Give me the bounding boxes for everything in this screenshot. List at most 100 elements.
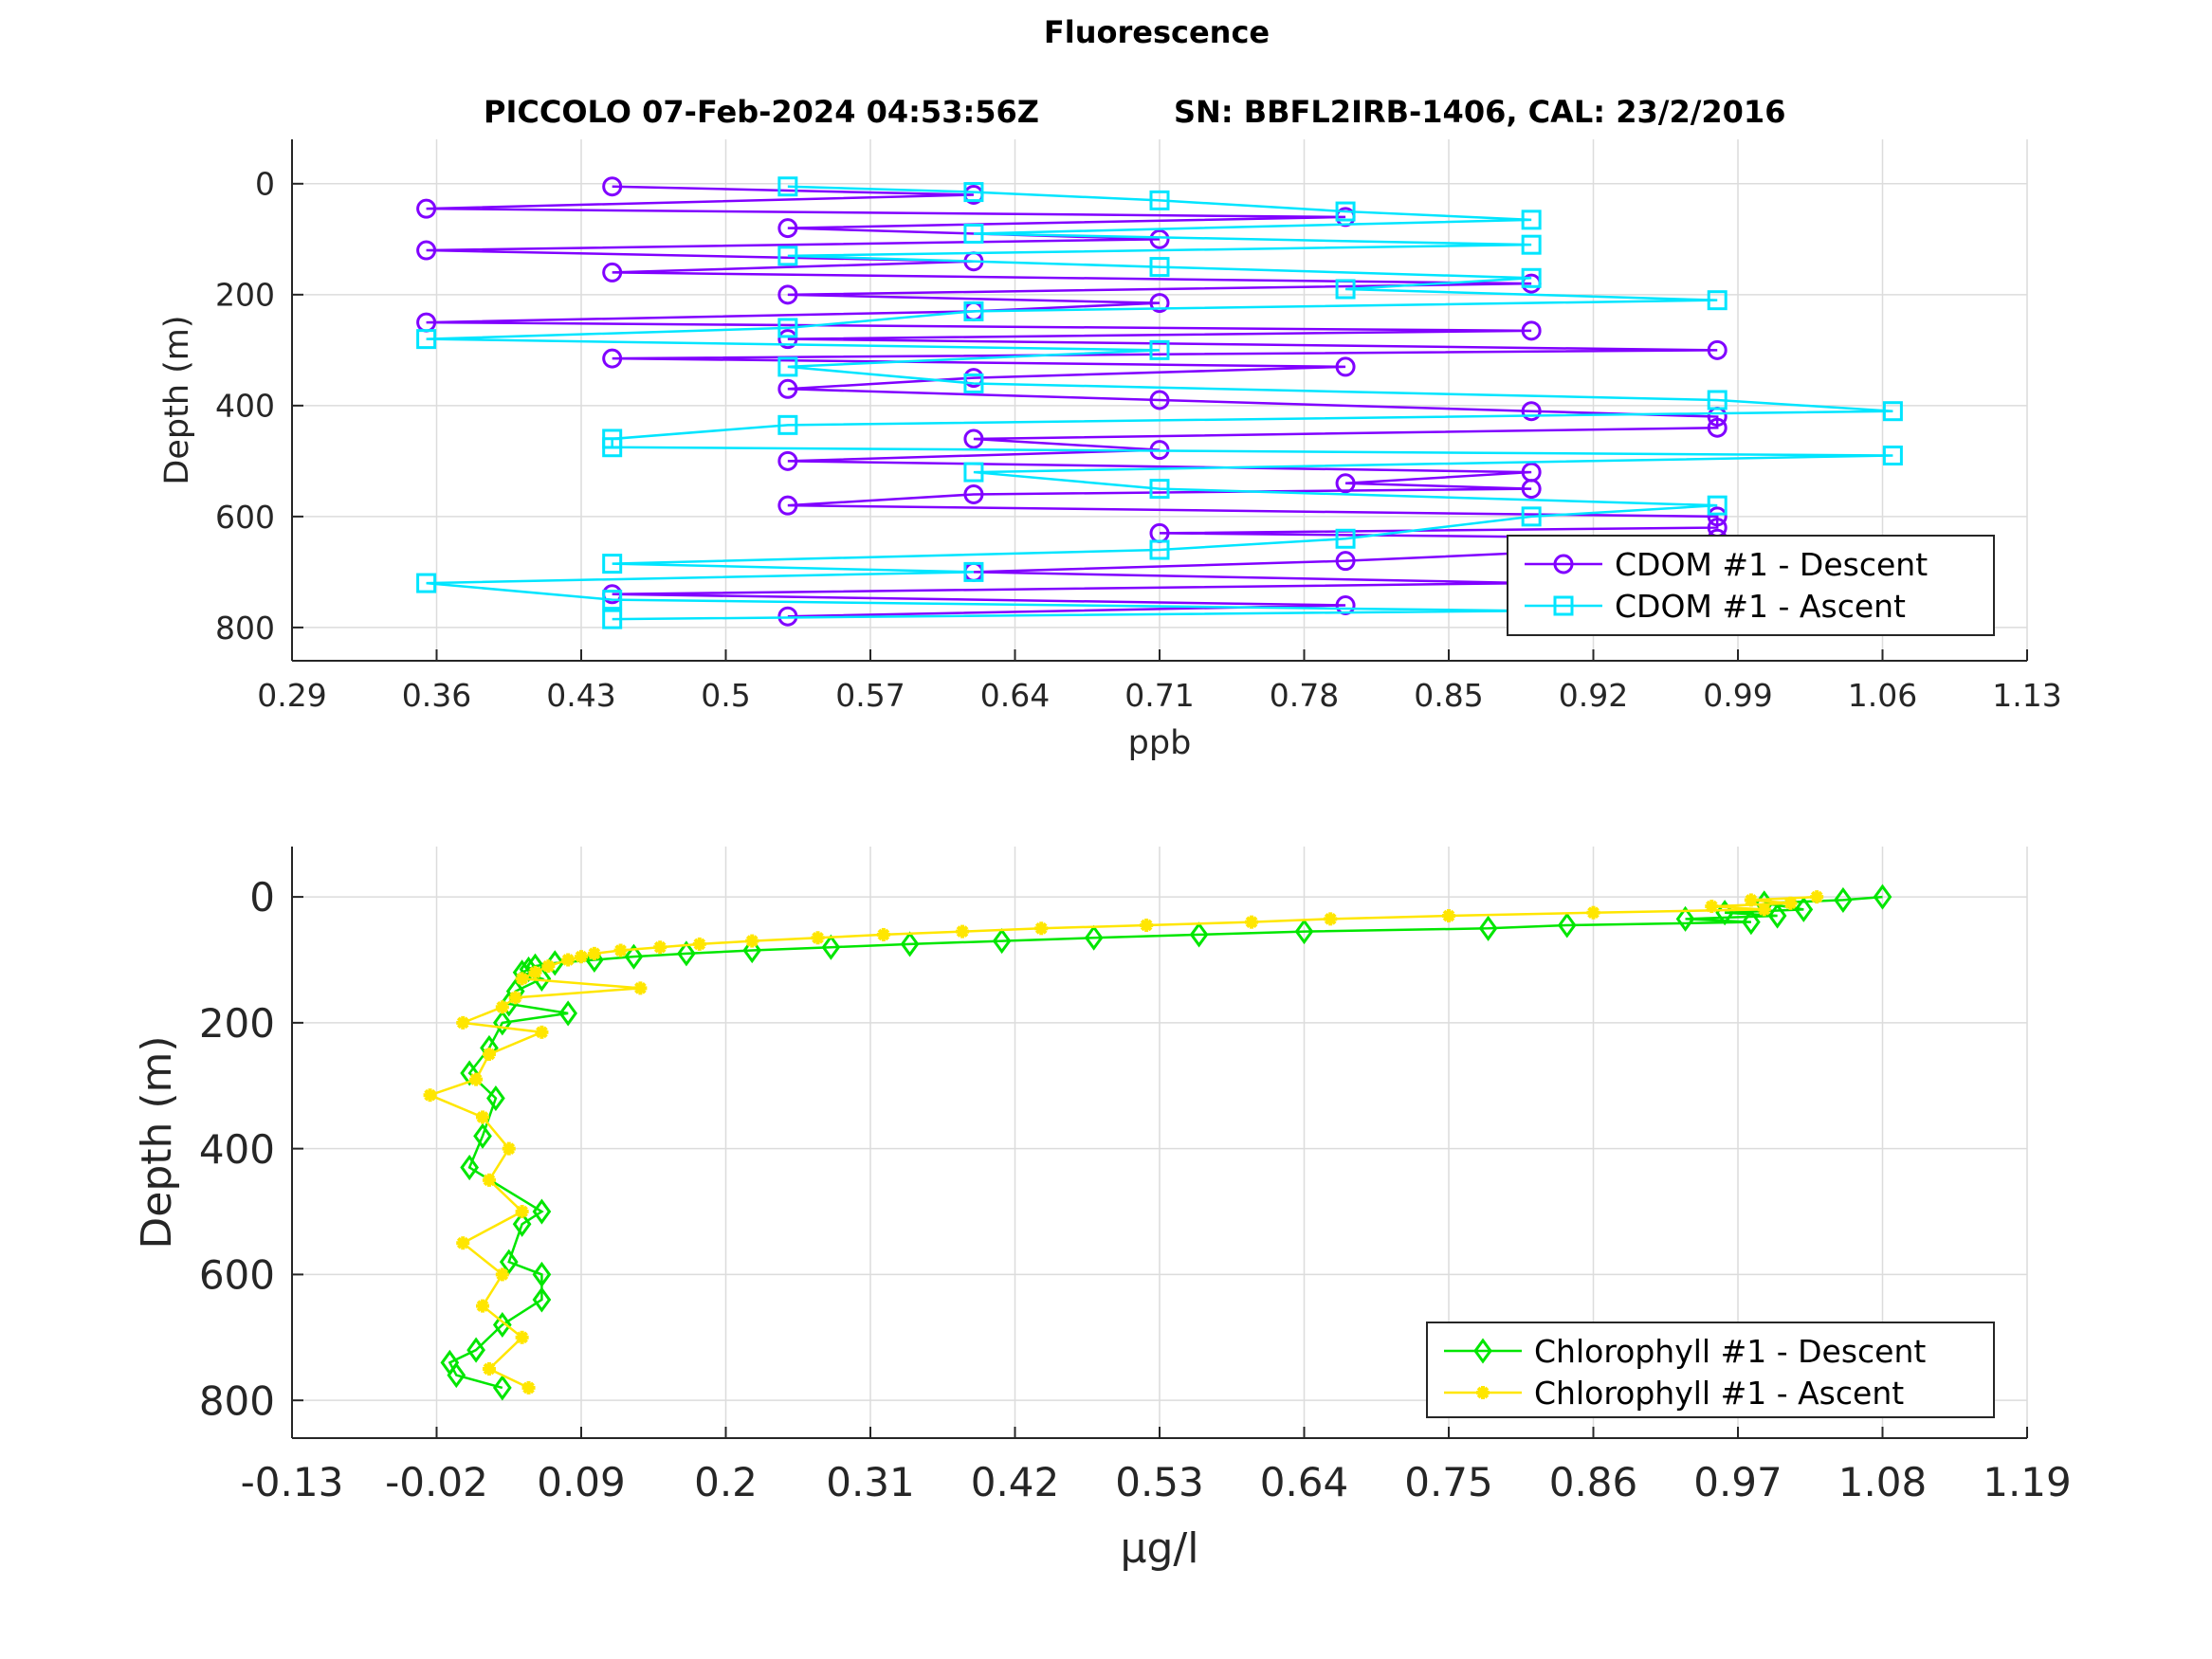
y-tick-label: 600 [199,1252,275,1299]
data-point [1810,890,1824,904]
data-point [1149,479,1170,500]
x-tick-label: 0.97 [1693,1459,1782,1505]
data-point [1084,924,1104,951]
legend-swatch-marker [1473,1338,1492,1364]
data-point [515,1330,529,1344]
data-point [1521,210,1542,230]
data-point [1521,401,1542,422]
x-tick-label: 0.64 [980,677,1050,714]
data-point [492,1311,512,1339]
data-point [777,495,798,516]
data-point [745,934,759,948]
data-point [495,1000,509,1014]
data-point [1707,390,1728,410]
legend-item: CDOM #1 - Ascent [1525,588,1906,625]
data-point [482,1361,496,1376]
x-tick-label: 0.57 [835,677,905,714]
y-tick-label: 0 [249,874,275,921]
data-point [1783,896,1798,910]
data-point [602,590,623,611]
x-tick-label: 0.09 [537,1459,626,1505]
x-tick-label: 0.5 [701,677,750,714]
data-point [1324,912,1338,926]
data-point [1335,594,1356,615]
data-point [1707,417,1728,438]
data-point [1521,234,1542,255]
data-point [499,1249,519,1275]
data-point [416,240,437,261]
data-point [1521,506,1542,527]
data-point [1742,909,1761,936]
data-point [1149,257,1170,278]
data-point [963,182,984,203]
x-tick-label: 0.71 [1124,677,1194,714]
x-tick-label: 0.31 [826,1459,915,1505]
data-point [466,1337,485,1363]
figure-subtitle-left: PICCOLO 07-Feb-2024 04:53:56Z [484,94,1039,130]
data-point [508,991,522,1005]
data-point [963,561,984,582]
data-point [1767,902,1787,929]
x-tick-label: 0.53 [1115,1459,1204,1505]
y-tick-label: 400 [215,388,275,425]
data-point [1245,915,1259,929]
data-point [1149,339,1170,360]
data-point [1294,919,1314,945]
data-point [777,176,798,197]
data-point [624,943,644,970]
data-point [482,1048,496,1062]
data-point [476,1299,490,1313]
data-point [677,940,696,967]
data-point [1873,884,1892,910]
x-axis-label: μg/l [1121,1524,1199,1573]
data-point [575,950,588,964]
data-point [1335,528,1356,549]
data-point [1521,320,1542,341]
legend-box [1426,1322,1995,1418]
data-point [602,176,623,197]
data-point [777,356,798,377]
data-point [1189,921,1209,948]
data-point [963,462,984,483]
data-point [456,1015,470,1030]
data-point [777,450,798,471]
data-point [1335,201,1356,222]
data-point [1149,190,1170,210]
data-point [1834,886,1853,913]
data-point [963,483,984,504]
x-tick-label: 0.85 [1414,677,1483,714]
data-point [613,943,628,957]
data-point [1034,921,1049,936]
data-point [473,1122,492,1149]
x-tick-label: 0.86 [1549,1459,1638,1505]
data-point [416,329,437,350]
data-point [541,959,556,974]
data-point [587,946,601,960]
data-point [963,373,984,393]
data-point [777,329,798,350]
series-line [427,895,1818,1390]
figure-title: Fluorescence [1044,14,1270,50]
data-point [777,318,798,338]
x-tick-label: 0.75 [1404,1459,1493,1505]
x-tick-label: -0.13 [241,1459,344,1505]
y-tick-label: 600 [215,499,275,536]
data-point [777,284,798,305]
data-point [1586,905,1600,920]
data-point [1149,539,1170,560]
data-point [1442,909,1455,923]
series-line [426,185,1893,621]
data-point [482,1173,496,1187]
data-point [502,1141,516,1156]
legend-label: CDOM #1 - Descent [1615,546,1928,583]
data-point [1707,339,1728,360]
series-2 [416,176,1903,629]
figure-subtitle-right: SN: BBFL2IRB-1406, CAL: 23/2/2016 [1174,94,1785,130]
legend-label: Chlorophyll #1 - Ascent [1534,1375,1904,1412]
legend-item: CDOM #1 - Descent [1525,546,1928,583]
data-point [532,1286,552,1313]
data-point [1705,900,1719,914]
data-point [1794,896,1814,922]
data-point [521,1380,536,1395]
x-tick-label: 0.64 [1260,1459,1349,1505]
